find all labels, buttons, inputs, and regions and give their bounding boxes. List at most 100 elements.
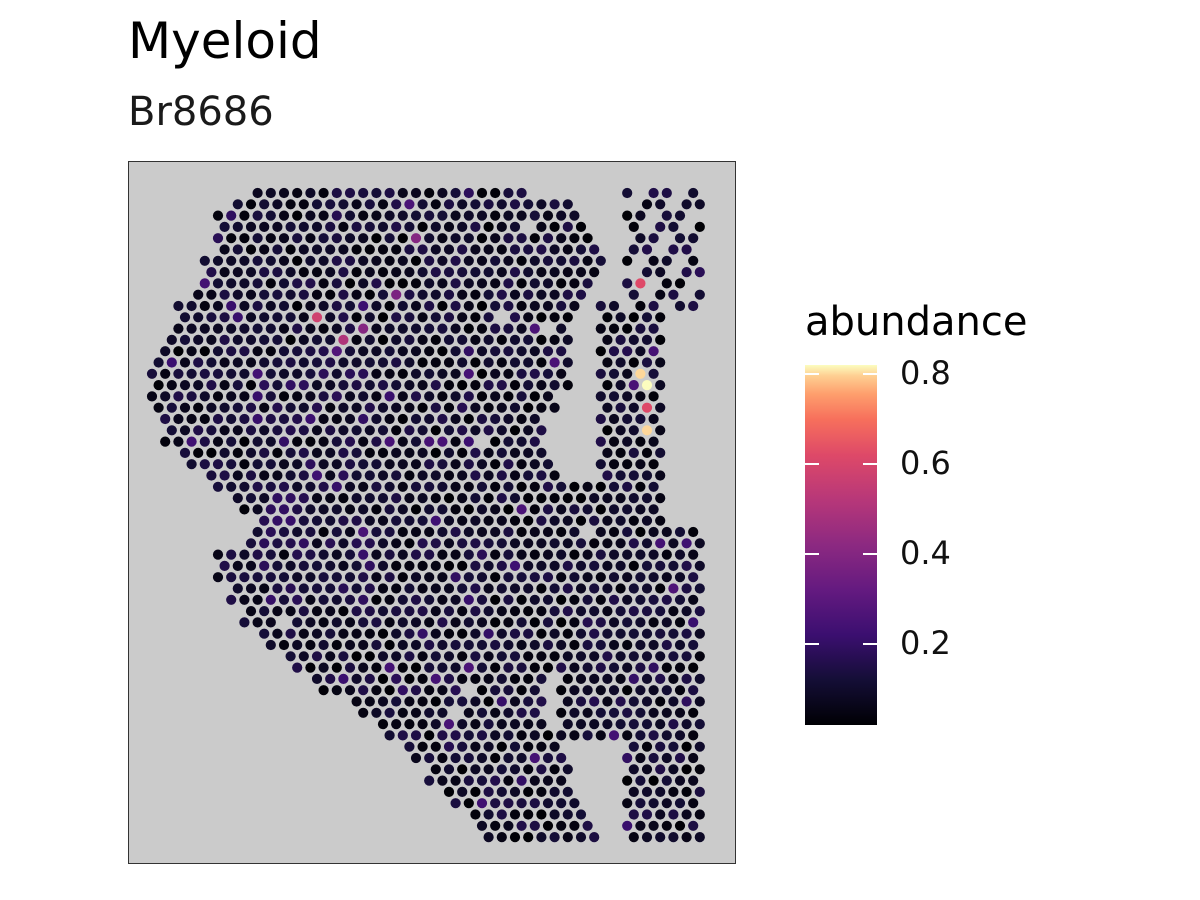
tissue-spot — [556, 323, 567, 334]
tissue-spot — [542, 730, 554, 741]
tissue-spot — [364, 357, 375, 368]
tissue-spot — [450, 526, 461, 538]
tissue-spot — [602, 651, 613, 662]
tissue-spot — [410, 368, 422, 379]
tissue-spot — [331, 187, 342, 199]
tissue-spot — [628, 493, 639, 504]
tissue-spot — [490, 572, 501, 583]
tissue-spot — [523, 470, 534, 481]
tissue-spot — [470, 199, 481, 210]
tissue-spot — [278, 187, 290, 199]
tissue-spot — [694, 289, 705, 300]
tissue-spot — [417, 719, 428, 730]
tissue-spot — [226, 255, 237, 266]
tissue-spot — [239, 436, 250, 447]
tissue-spot — [397, 233, 408, 244]
tissue-spot — [648, 752, 659, 764]
tissue-spot — [404, 425, 415, 436]
tissue-spot — [608, 300, 620, 312]
tissue-spot — [358, 549, 369, 560]
tissue-spot — [364, 447, 375, 458]
tissue-spot — [443, 560, 455, 571]
tissue-spot — [430, 402, 441, 413]
tissue-spot — [325, 221, 336, 232]
tissue-spot — [285, 447, 296, 458]
tissue-spot — [404, 719, 415, 730]
tissue-spot — [490, 346, 501, 357]
tissue-spot — [437, 707, 448, 718]
tissue-spot — [278, 639, 290, 651]
tissue-spot — [298, 380, 309, 391]
tissue-spot — [344, 572, 356, 583]
tissue-spot — [318, 323, 329, 334]
tissue-spot — [542, 820, 554, 831]
tissue-spot — [595, 459, 606, 470]
tissue-spot — [239, 278, 250, 289]
tissue-spot — [589, 832, 600, 843]
tissue-spot — [410, 526, 422, 538]
tissue-spot — [272, 244, 283, 255]
tissue-spot — [542, 210, 554, 221]
tissue-spot — [655, 199, 666, 210]
tissue-spot — [226, 572, 237, 583]
tissue-spot — [397, 187, 408, 199]
tissue-spot — [344, 278, 356, 289]
tissue-spot — [457, 221, 468, 232]
tissue-spot — [351, 673, 362, 684]
tissue-spot — [384, 639, 395, 651]
tissue-spot — [272, 447, 283, 458]
tissue-spot — [463, 752, 474, 764]
tissue-spot — [424, 639, 435, 651]
tissue-spot — [305, 526, 316, 538]
tissue-spot — [635, 798, 646, 809]
tissue-spot — [668, 832, 679, 843]
tissue-spot — [635, 685, 646, 696]
tissue-spot — [344, 255, 356, 266]
tissue-spot — [430, 312, 441, 323]
tissue-spot — [483, 696, 494, 707]
tissue-spot — [463, 323, 474, 334]
tissue-spot — [338, 402, 349, 413]
tissue-spot — [694, 221, 705, 232]
tissue-spot — [628, 560, 639, 571]
tissue-spot — [536, 334, 547, 345]
tissue-spot — [212, 233, 224, 244]
tissue-spot — [272, 470, 283, 481]
tissue-spot — [384, 617, 395, 628]
tissue-spot — [674, 707, 686, 718]
tissue-spot — [186, 346, 197, 357]
tissue-spot — [602, 334, 613, 345]
tissue-spot — [437, 526, 448, 538]
tissue-spot — [265, 278, 276, 289]
tissue-spot — [661, 572, 672, 583]
tissue-spot — [358, 504, 369, 515]
tissue-spot — [589, 560, 600, 571]
tissue-spot — [674, 210, 686, 221]
tissue-spot — [496, 447, 507, 458]
tissue-spot — [476, 459, 488, 470]
tissue-spot — [193, 380, 204, 391]
tissue-spot — [562, 334, 573, 345]
tissue-spot — [285, 606, 296, 617]
tissue-spot — [344, 526, 356, 538]
tissue-spot — [523, 447, 534, 458]
tissue-spot — [536, 538, 547, 549]
tissue-spot — [344, 436, 356, 447]
tissue-spot — [232, 334, 243, 345]
tissue-spot — [272, 583, 283, 594]
tissue-spot — [681, 244, 692, 255]
tissue-spot — [252, 210, 263, 221]
tissue-spot — [463, 775, 474, 786]
tissue-spot — [311, 402, 323, 413]
tissue-spot — [516, 639, 527, 651]
tissue-spot — [252, 504, 263, 515]
tissue-spot — [206, 334, 217, 345]
tissue-spot — [668, 560, 679, 571]
tissue-spot — [410, 255, 422, 266]
tissue-spot — [160, 436, 171, 447]
tissue-spot — [232, 560, 243, 571]
tissue-spot — [523, 741, 534, 752]
tissue-spot — [595, 368, 606, 379]
tissue-spot — [331, 346, 342, 357]
tissue-spot — [298, 515, 309, 526]
